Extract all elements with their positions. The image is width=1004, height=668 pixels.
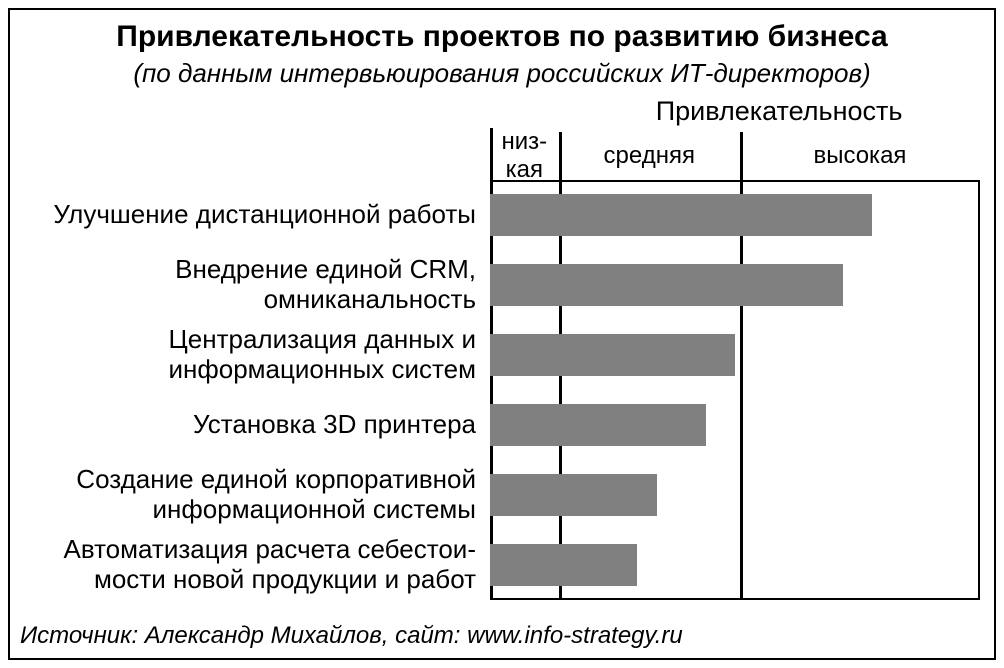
bar-label: Улучшение дистанционной работы — [10, 200, 476, 230]
bar — [490, 474, 657, 516]
bar-label: Внедрение единой CRM, омниканальность — [10, 255, 476, 315]
bar — [490, 194, 872, 236]
scale-label-mid: средняя — [559, 142, 740, 170]
source-text: Источник: Александр Михайлов, сайт: www.… — [20, 622, 683, 650]
bar — [490, 404, 706, 446]
legend-title: Привлекательность — [578, 96, 980, 127]
bar — [490, 264, 843, 306]
chart-subtitle: (по данным интервьюирования российских И… — [10, 58, 994, 89]
bar-label: Централизация данных и информационных си… — [10, 325, 476, 385]
chart-container: Привлекательность проектов по развитию б… — [8, 8, 996, 660]
bar — [490, 334, 735, 376]
chart-title: Привлекательность проектов по развитию б… — [10, 20, 994, 54]
bar-label: Автоматизация расчета себестои- мости но… — [10, 535, 476, 595]
bar — [490, 544, 637, 586]
scale-label-low: низ- кая — [490, 128, 559, 184]
bar-label: Установка 3D принтера — [10, 410, 476, 440]
bar-label: Создание единой корпоративной информацио… — [10, 465, 476, 525]
chart-plot-area: Улучшение дистанционной работы Внедрение … — [10, 180, 980, 600]
scale-label-high: высокая — [740, 142, 980, 170]
plot-frame — [490, 180, 980, 600]
